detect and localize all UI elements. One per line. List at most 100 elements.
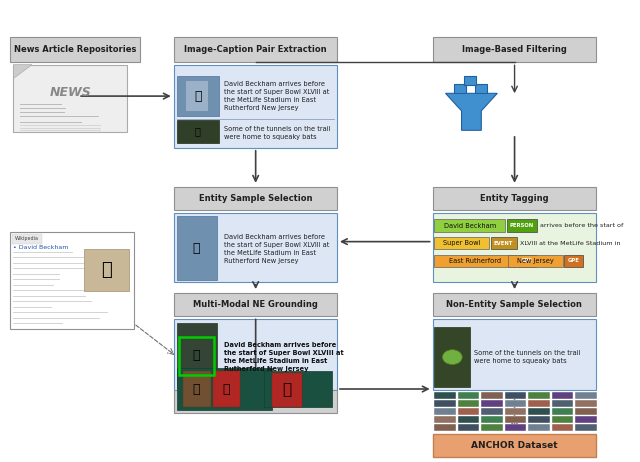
FancyBboxPatch shape [10,37,140,62]
Polygon shape [13,65,32,79]
Text: Entity Sample Selection: Entity Sample Selection [198,194,312,203]
Text: David Beckham arrives before
the start of Super Bowl XLVIII at
the MetLife Stadi: David Beckham arrives before the start o… [224,235,330,264]
Text: Image-Caption Pair Extraction: Image-Caption Pair Extraction [184,45,326,54]
Text: News Article Repositories: News Article Repositories [14,45,136,54]
FancyBboxPatch shape [173,390,337,413]
FancyBboxPatch shape [433,213,596,282]
FancyBboxPatch shape [575,400,596,407]
Text: Multi-Modal NE Grounding: Multi-Modal NE Grounding [193,300,318,310]
FancyBboxPatch shape [183,371,211,407]
FancyBboxPatch shape [505,416,526,423]
FancyBboxPatch shape [433,319,596,390]
Text: PERSON: PERSON [510,223,534,228]
FancyBboxPatch shape [481,416,503,423]
Text: 🌿: 🌿 [195,127,201,137]
FancyBboxPatch shape [13,65,127,132]
FancyBboxPatch shape [186,81,207,111]
FancyBboxPatch shape [433,187,596,210]
Text: 👤: 👤 [101,261,112,279]
FancyBboxPatch shape [552,416,573,423]
FancyBboxPatch shape [173,319,337,390]
FancyBboxPatch shape [173,65,337,148]
Text: Wikipedia: Wikipedia [15,237,39,241]
FancyBboxPatch shape [575,392,596,399]
FancyBboxPatch shape [505,400,526,407]
FancyBboxPatch shape [454,84,467,93]
Text: David Beckham: David Beckham [444,223,496,229]
Text: 👤: 👤 [193,349,200,362]
Text: EVENT: EVENT [494,241,513,246]
FancyBboxPatch shape [212,371,240,407]
Text: ANCHOR Dataset: ANCHOR Dataset [471,441,557,450]
FancyBboxPatch shape [575,424,596,431]
FancyBboxPatch shape [564,255,582,267]
FancyBboxPatch shape [173,213,337,282]
FancyBboxPatch shape [435,392,456,399]
FancyBboxPatch shape [475,84,488,93]
FancyBboxPatch shape [10,232,134,329]
FancyBboxPatch shape [177,76,219,116]
Text: Image-Based Filtering: Image-Based Filtering [462,45,566,54]
FancyBboxPatch shape [552,424,573,431]
Text: David Beckham arrives before
the start of Super Bowl XLVIII at
the MetLife Stadi: David Beckham arrives before the start o… [224,342,344,371]
FancyBboxPatch shape [458,400,479,407]
Text: Face-Aware Cropping: Face-Aware Cropping [205,397,306,407]
Text: NEWS: NEWS [50,86,92,99]
Text: Entity Tagging: Entity Tagging [480,194,548,203]
FancyBboxPatch shape [435,424,456,431]
FancyBboxPatch shape [12,234,42,244]
FancyBboxPatch shape [528,424,550,431]
Circle shape [442,350,462,365]
FancyBboxPatch shape [575,416,596,423]
FancyBboxPatch shape [458,416,479,423]
FancyBboxPatch shape [458,392,479,399]
Text: 🧑: 🧑 [222,383,230,396]
FancyBboxPatch shape [507,219,537,232]
FancyBboxPatch shape [481,400,503,407]
Text: East Rutherford: East Rutherford [449,258,501,264]
FancyBboxPatch shape [518,255,536,267]
Text: Some of the tunnels on the trail
were home to squeaky bats: Some of the tunnels on the trail were ho… [224,126,331,140]
FancyBboxPatch shape [552,392,573,399]
FancyBboxPatch shape [481,424,503,431]
Text: 🏃: 🏃 [194,90,202,103]
FancyBboxPatch shape [84,249,129,291]
Polygon shape [445,93,497,130]
FancyBboxPatch shape [505,408,526,415]
Text: arrives before the start of: arrives before the start of [540,224,623,228]
FancyBboxPatch shape [435,400,456,407]
FancyBboxPatch shape [508,255,563,267]
Text: Non-Entity Sample Selection: Non-Entity Sample Selection [446,300,582,310]
Text: New Jersey: New Jersey [517,258,554,264]
FancyBboxPatch shape [505,424,526,431]
FancyBboxPatch shape [272,373,302,407]
FancyBboxPatch shape [433,293,596,316]
FancyBboxPatch shape [528,408,550,415]
FancyBboxPatch shape [552,408,573,415]
FancyBboxPatch shape [464,76,476,85]
FancyBboxPatch shape [435,219,505,232]
FancyBboxPatch shape [433,37,596,62]
FancyBboxPatch shape [458,408,479,415]
FancyBboxPatch shape [435,408,456,415]
FancyBboxPatch shape [435,327,470,387]
Text: XLVIII at the MetLife Stadium in: XLVIII at the MetLife Stadium in [520,241,620,246]
Text: 🧑: 🧑 [282,383,292,397]
Text: • David Beckham: • David Beckham [13,245,68,250]
Text: 🧑: 🧑 [193,383,200,396]
Text: GPE: GPE [568,258,580,263]
FancyBboxPatch shape [173,37,337,62]
FancyBboxPatch shape [490,237,516,249]
FancyBboxPatch shape [528,416,550,423]
FancyBboxPatch shape [435,237,489,249]
FancyBboxPatch shape [177,323,217,388]
Text: Some of the tunnels on the trail
were home to squeaky bats: Some of the tunnels on the trail were ho… [474,350,580,364]
FancyBboxPatch shape [173,187,337,210]
Text: David Beckham arrives before
the start of Super Bowl XLVIII at
the MetLife Stadi: David Beckham arrives before the start o… [224,81,330,111]
FancyBboxPatch shape [528,392,550,399]
FancyBboxPatch shape [481,408,503,415]
Text: Super Bowl: Super Bowl [443,240,480,246]
FancyBboxPatch shape [177,368,272,410]
FancyBboxPatch shape [505,392,526,399]
FancyBboxPatch shape [481,392,503,399]
